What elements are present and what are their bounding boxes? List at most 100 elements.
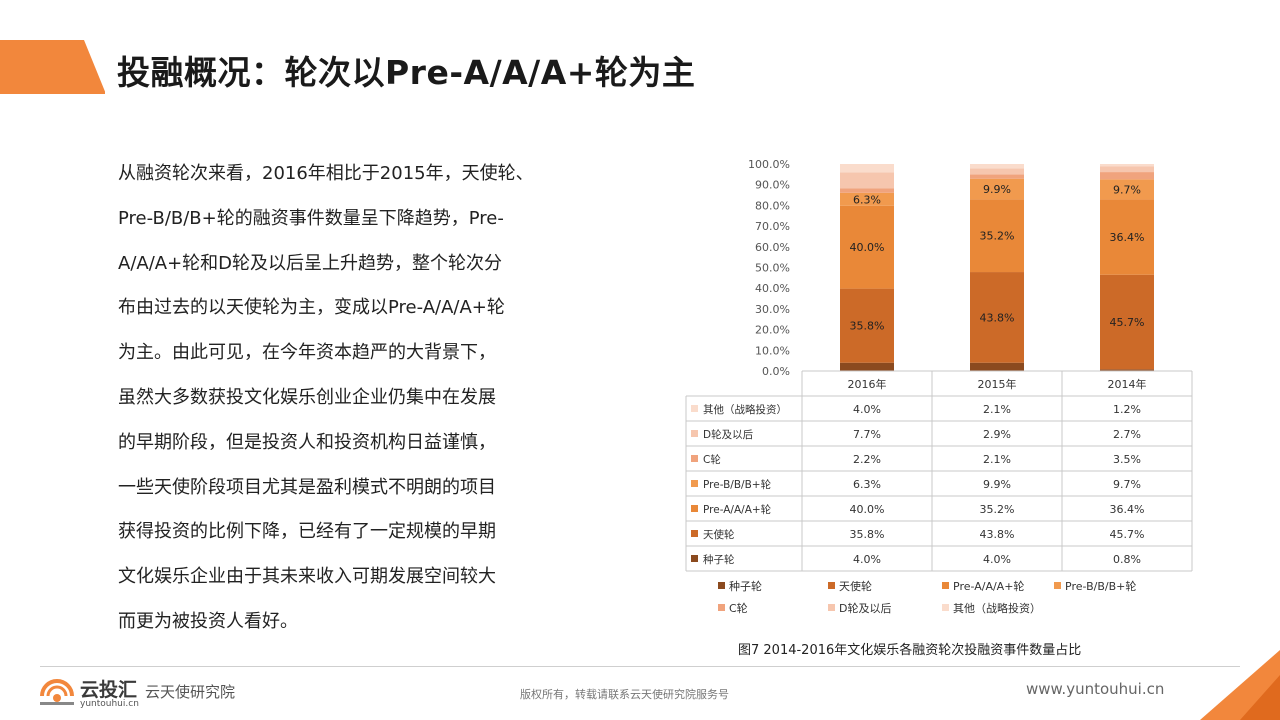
table-row-label: Pre-B/B/B+轮 xyxy=(703,478,772,491)
table-cell: 45.7% xyxy=(1110,528,1145,541)
data-label: 9.9% xyxy=(983,183,1011,196)
footer-url[interactable]: www.yuntouhui.cn xyxy=(1026,680,1165,698)
legend-key-swatch xyxy=(691,505,698,512)
table-cell: 9.9% xyxy=(983,478,1011,491)
y-tick-label: 90.0% xyxy=(755,179,790,192)
body-line: 一些天使阶段项目尤其是盈利模式不明朗的项目 xyxy=(118,476,496,498)
table-row-label: C轮 xyxy=(703,453,721,466)
y-tick-label: 70.0% xyxy=(755,220,790,233)
bar-segment xyxy=(1100,164,1154,167)
bar-segment xyxy=(970,362,1024,371)
table-cell: 35.8% xyxy=(850,528,885,541)
table-cell: 3.5% xyxy=(1113,453,1141,466)
table-cell: 0.8% xyxy=(1113,553,1141,566)
legend-key-swatch xyxy=(691,455,698,462)
table-cell: 2.9% xyxy=(983,428,1011,441)
page-title: 投融概况：轮次以Pre-A/A/A+轮为主 xyxy=(117,53,696,92)
body-line: Pre-B/B/B+轮的融资事件数量呈下降趋势，Pre- xyxy=(118,207,504,229)
legend-swatch xyxy=(942,604,949,611)
bar-segment xyxy=(970,174,1024,179)
y-tick-label: 100.0% xyxy=(748,158,790,171)
y-tick-label: 80.0% xyxy=(755,199,790,212)
bar-segment xyxy=(1100,369,1154,371)
bar-segment xyxy=(840,288,894,363)
y-tick-label: 10.0% xyxy=(755,344,790,357)
bar-segment xyxy=(840,164,894,173)
category-label: 2015年 xyxy=(978,377,1017,391)
yuntouhui-logo-icon xyxy=(40,679,74,705)
bar-segment xyxy=(1100,179,1154,200)
table-cell: 36.4% xyxy=(1110,503,1145,516)
body-line: 为主。由此可见，在今年资本趋严的大背景下， xyxy=(118,342,496,364)
bar-segment xyxy=(970,164,1024,169)
y-tick-label: 20.0% xyxy=(755,324,790,337)
table-cell: 40.0% xyxy=(850,503,885,516)
category-label: 2014年 xyxy=(1108,377,1147,391)
table-cell: 43.8% xyxy=(980,528,1015,541)
bar-segment xyxy=(970,199,1024,273)
body-line: 而更为被投资人看好。 xyxy=(118,610,298,632)
data-label: 35.2% xyxy=(980,230,1015,243)
legend-label: Pre-A/A/A+轮 xyxy=(953,579,1024,593)
body-line: A/A/A+轮和D轮及以后呈上升趋势，整个轮次分 xyxy=(118,252,503,274)
table-cell: 2.1% xyxy=(983,453,1011,466)
table-cell: 2.1% xyxy=(983,403,1011,416)
bar-segment xyxy=(840,172,894,189)
bar-segment xyxy=(1100,274,1154,370)
legend-label: Pre-B/B/B+轮 xyxy=(1065,579,1136,593)
body-line: 的早期阶段，但是投资人和投资机构日益谨慎， xyxy=(118,431,496,453)
bar-segment xyxy=(970,168,1024,175)
bar-segment xyxy=(840,205,894,289)
legend-key-swatch xyxy=(691,480,698,487)
legend-swatch xyxy=(718,604,725,611)
legend-key-swatch xyxy=(691,555,698,562)
bar-segment xyxy=(840,192,894,206)
title-accent-bar xyxy=(0,40,106,94)
legend-label: 种子轮 xyxy=(729,579,762,593)
table-cell: 2.7% xyxy=(1113,428,1141,441)
legend-swatch xyxy=(718,582,725,589)
category-label: 2016年 xyxy=(848,377,887,391)
legend-label: 其他（战略投资） xyxy=(953,601,1041,615)
data-label: 45.7% xyxy=(1110,316,1145,329)
bar-segment xyxy=(840,188,894,193)
table-cell: 35.2% xyxy=(980,503,1015,516)
bar-segment xyxy=(1100,199,1154,275)
chart-svg: 0.0% 10.0% 20.0% 30.0% 40.0% 50.0% 60.0% 70.0% 8… xyxy=(685,158,1193,658)
body-line: 文化娱乐企业由于其未来收入可期发展空间较大 xyxy=(118,566,496,588)
y-tick-label: 30.0% xyxy=(755,303,790,316)
corner-decoration xyxy=(1200,650,1280,720)
table-cell: 4.0% xyxy=(853,553,881,566)
body-line: 布由过去的以天使轮为主，变成以Pre-A/A/A+轮 xyxy=(118,297,505,319)
table-cell: 6.3% xyxy=(853,478,881,491)
body-line: 虽然大多数获投文化娱乐创业企业仍集中在发展 xyxy=(118,386,496,408)
table-row-label: 天使轮 xyxy=(703,528,735,541)
table-row-label: 种子轮 xyxy=(703,553,735,566)
footer-divider xyxy=(40,666,1240,667)
bar-segment xyxy=(970,178,1024,200)
table-cell: 1.2% xyxy=(1113,403,1141,416)
legend-swatch xyxy=(1054,582,1061,589)
table-cell: 4.0% xyxy=(853,403,881,416)
table-cell: 7.7% xyxy=(853,428,881,441)
table-cell: 2.2% xyxy=(853,453,881,466)
footer-brand-sub: yuntouhui.cn xyxy=(80,699,139,709)
table-cell: 4.0% xyxy=(983,553,1011,566)
legend-key-swatch xyxy=(691,530,698,537)
table-row-label: Pre-A/A/A+轮 xyxy=(703,503,772,516)
bar-segment xyxy=(1100,172,1154,180)
y-tick-label: 60.0% xyxy=(755,241,790,254)
y-tick-label: 40.0% xyxy=(755,282,790,295)
legend-label: C轮 xyxy=(729,601,748,615)
table-row-label: D轮及以后 xyxy=(703,428,753,441)
data-label: 40.0% xyxy=(850,241,885,254)
chart-caption: 图7 2014-2016年文化娱乐各融资轮次投融资事件数量占比 xyxy=(738,642,1081,658)
legend-swatch xyxy=(828,582,835,589)
y-tick-label: 0.0% xyxy=(762,365,790,378)
data-label: 43.8% xyxy=(980,311,1015,324)
footer-copyright: 版权所有，转载请联系云天使研究院服务号 xyxy=(520,688,729,701)
data-label: 9.7% xyxy=(1113,183,1141,196)
body-line: 从融资轮次来看，2016年相比于2015年，天使轮、 xyxy=(118,163,534,184)
bar-segment xyxy=(1100,166,1154,173)
legend-swatch xyxy=(942,582,949,589)
